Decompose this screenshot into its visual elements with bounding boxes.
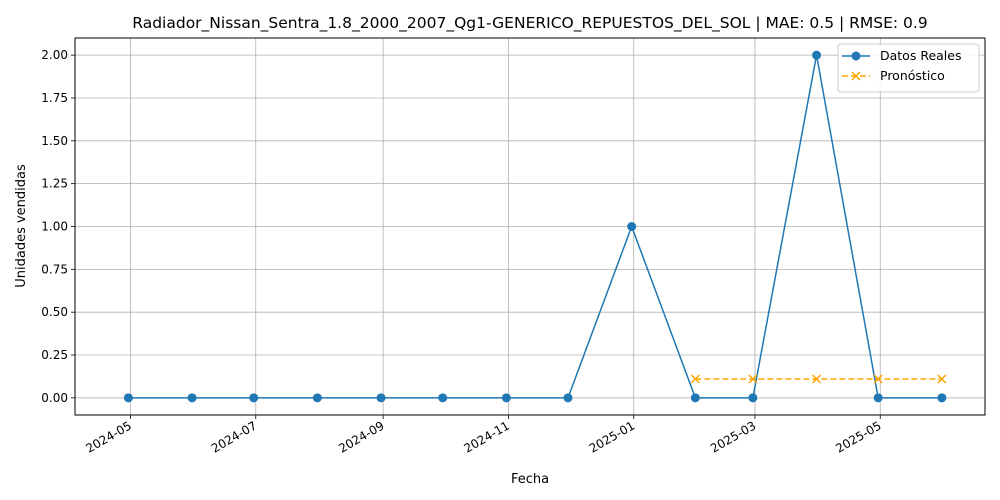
y-tick-label: 0.50 (41, 305, 68, 319)
data-point-datos-reales (937, 393, 947, 403)
legend-frame (837, 43, 980, 93)
y-tick-label: 0.00 (41, 391, 68, 405)
data-point-datos-reales (690, 393, 700, 403)
data-point-datos-reales (123, 393, 133, 403)
y-tick-label: 1.50 (41, 134, 68, 148)
series-layer (123, 50, 947, 403)
data-point-pronostico (873, 374, 883, 384)
data-point-pronostico (690, 374, 700, 384)
data-point-datos-reales (812, 50, 822, 60)
data-point-datos-reales (376, 393, 386, 403)
data-point-datos-reales (873, 393, 883, 403)
data-point-datos-reales (627, 222, 637, 231)
data-point-pronostico (812, 374, 822, 384)
data-point-datos-reales (501, 393, 511, 403)
series-line-datos-reales (128, 54, 942, 399)
y-tick-label: 1.75 (41, 91, 68, 105)
y-tick-label: 0.75 (41, 262, 68, 276)
data-point-datos-reales (438, 393, 448, 403)
y-tick-label: 0.25 (41, 348, 68, 362)
grid-lines (75, 38, 985, 415)
legend-marker-datos-reales (851, 51, 861, 61)
data-point-datos-reales (563, 393, 573, 403)
data-point-datos-reales (312, 393, 322, 403)
data-point-datos-reales (249, 393, 259, 403)
data-point-pronostico (937, 374, 947, 384)
legend-label-datos-reales: Datos Reales (880, 48, 961, 63)
data-point-pronostico (748, 374, 758, 384)
legend-label-pronostico: Pronóstico (880, 68, 945, 83)
y-axis-label: Unidades vendidas (14, 164, 29, 288)
data-point-datos-reales (748, 393, 758, 403)
y-tick-label: 1.25 (41, 177, 68, 191)
data-point-datos-reales (187, 393, 197, 403)
y-tick-label: 1.00 (41, 220, 68, 234)
legend-marker-pronostico (851, 71, 861, 81)
chart-title: Radiador_Nissan_Sentra_1.8_2000_2007_Qg1… (132, 14, 927, 33)
legend: Datos Reales Pronóstico (837, 43, 980, 93)
y-tick-label: 2.00 (41, 48, 68, 62)
x-axis-label: Fecha (511, 472, 549, 487)
